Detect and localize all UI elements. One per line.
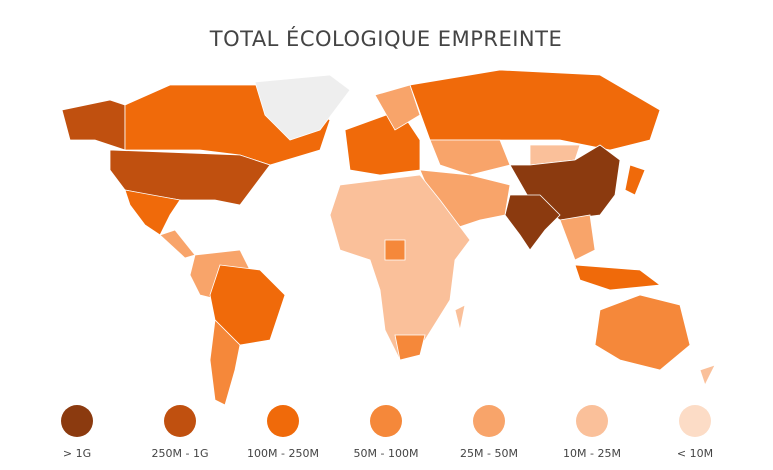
region bbox=[384, 239, 406, 261]
legend: > 1G 250M - 1G 100M - 250M 50M - 100M 25M - … bbox=[61, 405, 713, 460]
region bbox=[699, 364, 716, 387]
region bbox=[429, 139, 511, 176]
legend-label: 25M - 50M bbox=[460, 447, 518, 460]
legend-swatch bbox=[370, 405, 402, 437]
region bbox=[504, 194, 561, 251]
legend-label: > 1G bbox=[63, 447, 91, 460]
map-title: TOTAL ÉCOLOGIQUE EMPREINTE bbox=[209, 26, 562, 51]
region bbox=[61, 99, 126, 151]
region bbox=[454, 304, 466, 331]
region bbox=[159, 229, 196, 259]
region bbox=[559, 214, 596, 261]
region bbox=[624, 164, 646, 196]
world-map bbox=[61, 69, 716, 406]
region bbox=[374, 84, 421, 131]
legend-label: 250M - 1G bbox=[152, 447, 209, 460]
region bbox=[409, 69, 661, 151]
region bbox=[394, 334, 426, 361]
legend-swatch bbox=[473, 405, 505, 437]
region bbox=[209, 319, 241, 406]
region bbox=[209, 264, 286, 346]
legend-label: 100M - 250M bbox=[247, 447, 319, 460]
legend-swatch bbox=[576, 405, 608, 437]
legend-label: 50M - 100M bbox=[354, 447, 419, 460]
region bbox=[254, 74, 351, 141]
legend-swatch bbox=[679, 405, 711, 437]
region bbox=[594, 294, 691, 371]
legend-label: < 10M bbox=[677, 447, 713, 460]
legend-swatch bbox=[267, 405, 299, 437]
region bbox=[109, 149, 271, 206]
legend-label: 10M - 25M bbox=[563, 447, 621, 460]
legend-swatch bbox=[164, 405, 196, 437]
region bbox=[574, 264, 662, 291]
legend-swatch bbox=[61, 405, 93, 437]
